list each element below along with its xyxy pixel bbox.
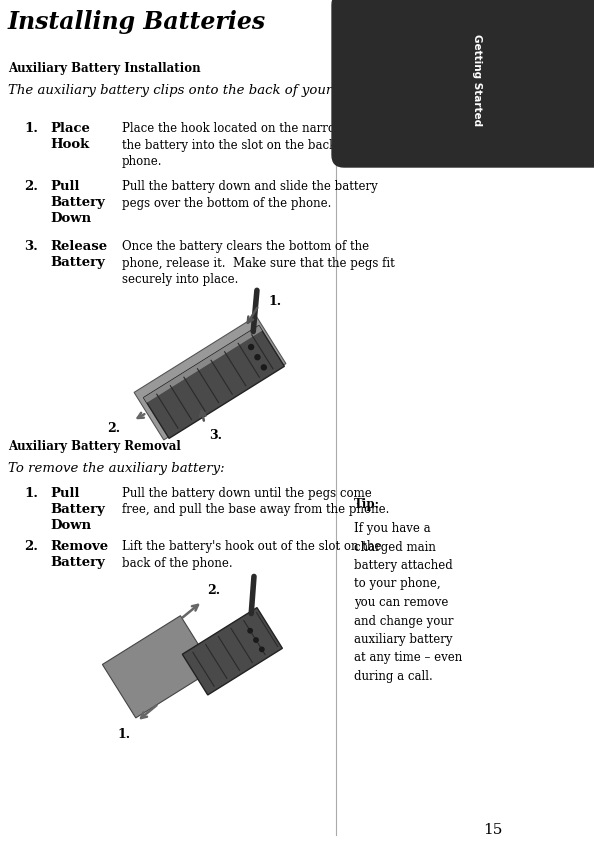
Circle shape bbox=[248, 628, 252, 633]
Text: The auxiliary battery clips onto the back of your phone.: The auxiliary battery clips onto the bac… bbox=[8, 84, 382, 97]
Circle shape bbox=[261, 365, 266, 370]
Text: 1.: 1. bbox=[268, 295, 282, 308]
Text: Place the hook located on the narrow end of
the battery into the slot on the bac: Place the hook located on the narrow end… bbox=[122, 122, 386, 168]
Text: Installing Batteries: Installing Batteries bbox=[8, 10, 266, 34]
Polygon shape bbox=[144, 326, 262, 403]
Text: 2.: 2. bbox=[107, 422, 120, 435]
Text: Pull the battery down and slide the battery
pegs over the bottom of the phone.: Pull the battery down and slide the batt… bbox=[122, 180, 378, 209]
Text: Pull
Battery
Down: Pull Battery Down bbox=[50, 487, 105, 532]
Text: To remove the auxiliary battery:: To remove the auxiliary battery: bbox=[8, 462, 225, 475]
Text: Place
Hook: Place Hook bbox=[50, 122, 90, 151]
Text: 3.: 3. bbox=[24, 240, 38, 253]
Polygon shape bbox=[182, 608, 282, 695]
Text: Pull
Battery
Down: Pull Battery Down bbox=[50, 180, 105, 225]
Text: Pull the battery down until the pegs come
free, and pull the base away from the : Pull the battery down until the pegs com… bbox=[122, 487, 390, 517]
Circle shape bbox=[255, 354, 260, 360]
Text: 15: 15 bbox=[484, 823, 503, 837]
Polygon shape bbox=[144, 326, 285, 439]
Circle shape bbox=[249, 344, 254, 349]
Polygon shape bbox=[134, 316, 286, 440]
Text: 1.: 1. bbox=[24, 122, 38, 135]
Circle shape bbox=[260, 647, 264, 652]
Text: 3.: 3. bbox=[210, 429, 223, 442]
Text: Auxiliary Battery Removal: Auxiliary Battery Removal bbox=[8, 440, 181, 453]
Text: Lift the battery's hook out of the slot on the
back of the phone.: Lift the battery's hook out of the slot … bbox=[122, 540, 381, 570]
Circle shape bbox=[254, 638, 258, 643]
Text: Release
Battery: Release Battery bbox=[50, 240, 107, 269]
Text: 2.: 2. bbox=[207, 584, 220, 598]
Text: Tip:: Tip: bbox=[354, 498, 380, 511]
Text: If you have a
charged main
battery attached
to your phone,
you can remove
and ch: If you have a charged main battery attac… bbox=[354, 522, 462, 683]
Text: 2.: 2. bbox=[24, 540, 38, 553]
Text: Remove
Battery: Remove Battery bbox=[50, 540, 108, 569]
Text: Getting Started: Getting Started bbox=[472, 34, 482, 126]
Text: 1.: 1. bbox=[24, 487, 38, 500]
Text: 1.: 1. bbox=[118, 728, 131, 740]
Text: 2.: 2. bbox=[24, 180, 38, 193]
FancyBboxPatch shape bbox=[332, 0, 594, 167]
Polygon shape bbox=[102, 615, 214, 718]
Text: Auxiliary Battery Installation: Auxiliary Battery Installation bbox=[8, 62, 201, 75]
Text: Once the battery clears the bottom of the
phone, release it.  Make sure that the: Once the battery clears the bottom of th… bbox=[122, 240, 395, 286]
